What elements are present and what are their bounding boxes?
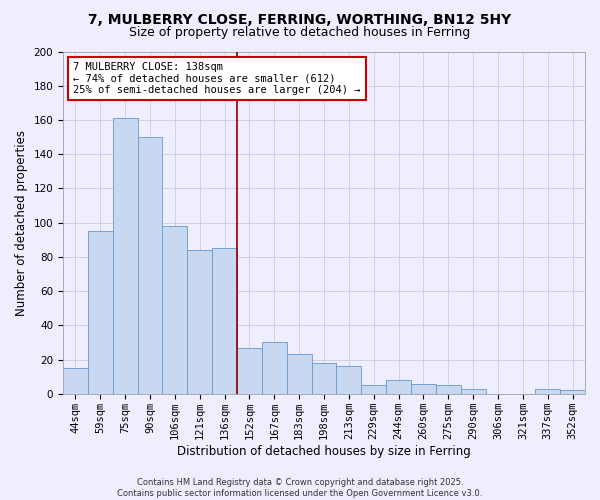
- Bar: [311, 363, 337, 394]
- Bar: [461, 388, 485, 394]
- Bar: [560, 390, 585, 394]
- Text: 7, MULBERRY CLOSE, FERRING, WORTHING, BN12 5HY: 7, MULBERRY CLOSE, FERRING, WORTHING, BN…: [88, 12, 512, 26]
- Bar: [163, 226, 187, 394]
- Y-axis label: Number of detached properties: Number of detached properties: [15, 130, 28, 316]
- Bar: [436, 385, 461, 394]
- Bar: [237, 348, 262, 394]
- Bar: [113, 118, 137, 394]
- Bar: [262, 342, 287, 394]
- Text: 7 MULBERRY CLOSE: 138sqm
← 74% of detached houses are smaller (612)
25% of semi-: 7 MULBERRY CLOSE: 138sqm ← 74% of detach…: [73, 62, 361, 95]
- X-axis label: Distribution of detached houses by size in Ferring: Distribution of detached houses by size …: [177, 444, 471, 458]
- Bar: [287, 354, 311, 394]
- Bar: [212, 248, 237, 394]
- Text: Contains HM Land Registry data © Crown copyright and database right 2025.
Contai: Contains HM Land Registry data © Crown c…: [118, 478, 482, 498]
- Bar: [337, 366, 361, 394]
- Bar: [535, 388, 560, 394]
- Text: Size of property relative to detached houses in Ferring: Size of property relative to detached ho…: [130, 26, 470, 39]
- Bar: [88, 231, 113, 394]
- Bar: [63, 368, 88, 394]
- Bar: [187, 250, 212, 394]
- Bar: [361, 385, 386, 394]
- Bar: [411, 384, 436, 394]
- Bar: [386, 380, 411, 394]
- Bar: [137, 137, 163, 394]
